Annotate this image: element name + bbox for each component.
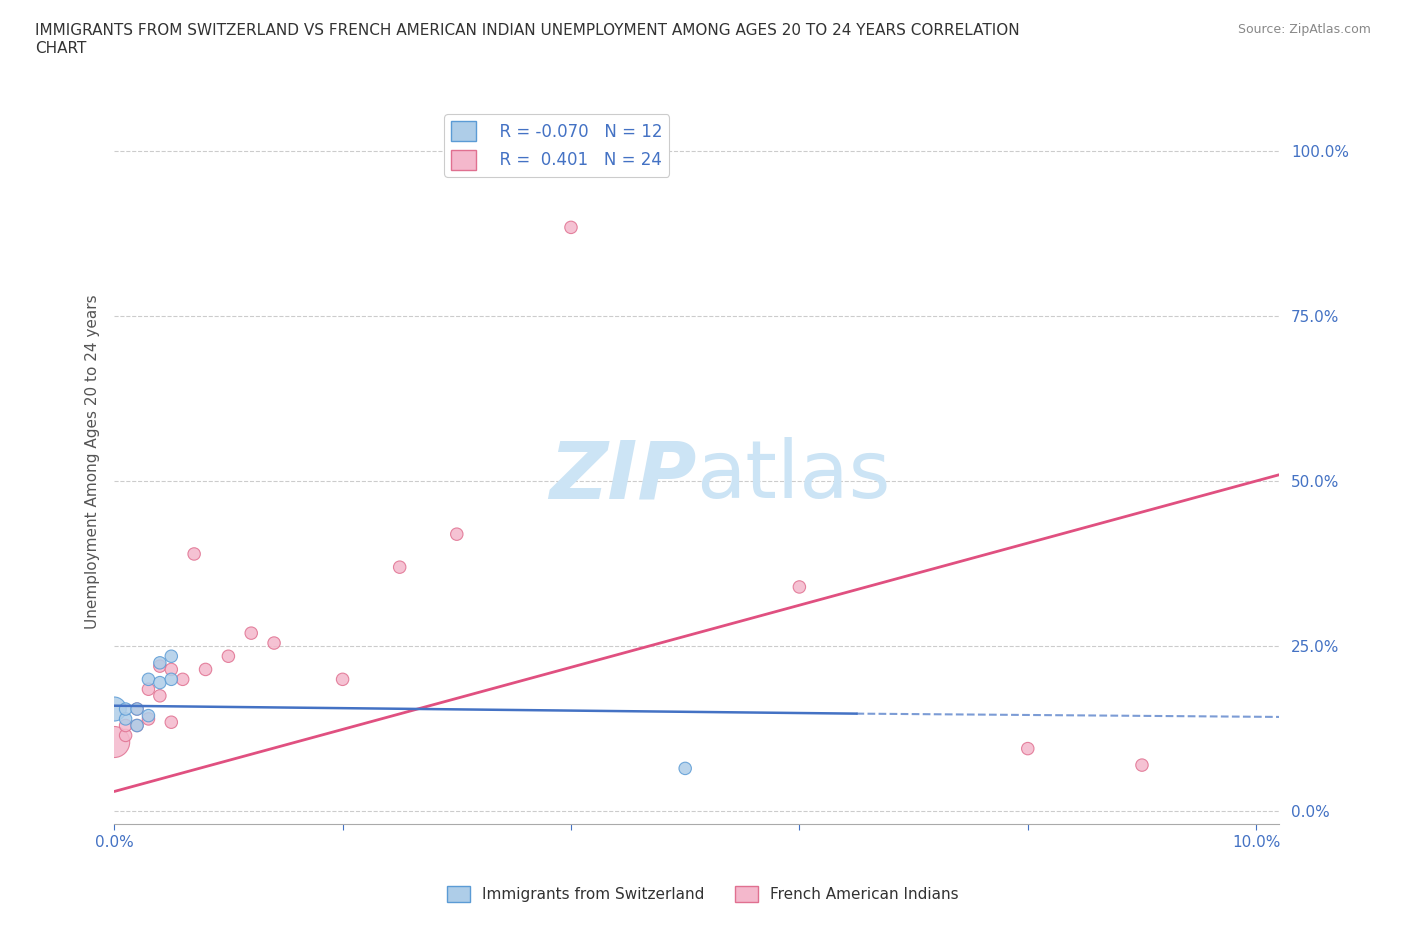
Legend: Immigrants from Switzerland, French American Indians: Immigrants from Switzerland, French Amer… xyxy=(441,880,965,909)
Point xyxy=(172,671,194,686)
Point xyxy=(160,662,183,677)
Point xyxy=(332,671,354,686)
Point xyxy=(149,688,172,703)
Point xyxy=(149,658,172,673)
Text: Source: ZipAtlas.com: Source: ZipAtlas.com xyxy=(1237,23,1371,36)
Point xyxy=(138,682,160,697)
Point xyxy=(114,701,136,716)
Point xyxy=(560,219,582,234)
Point xyxy=(789,579,811,594)
Point xyxy=(1017,741,1039,756)
Point xyxy=(263,635,285,650)
Point xyxy=(114,728,136,743)
Point xyxy=(240,626,263,641)
Point xyxy=(183,547,205,562)
Point xyxy=(388,560,411,575)
Point xyxy=(1130,758,1153,773)
Point xyxy=(138,711,160,726)
Point xyxy=(160,715,183,730)
Point xyxy=(125,701,148,716)
Point xyxy=(125,701,148,716)
Point xyxy=(149,675,172,690)
Point xyxy=(125,718,148,733)
Text: IMMIGRANTS FROM SWITZERLAND VS FRENCH AMERICAN INDIAN UNEMPLOYMENT AMONG AGES 20: IMMIGRANTS FROM SWITZERLAND VS FRENCH AM… xyxy=(35,23,1019,56)
Point xyxy=(103,701,125,716)
Point xyxy=(103,735,125,750)
Point xyxy=(673,761,696,776)
Point xyxy=(138,708,160,723)
Text: ZIP: ZIP xyxy=(550,437,696,515)
Point xyxy=(446,526,468,541)
Point xyxy=(125,718,148,733)
Point xyxy=(114,718,136,733)
Point xyxy=(194,662,217,677)
Legend:   R = -0.070   N = 12,   R =  0.401   N = 24: R = -0.070 N = 12, R = 0.401 N = 24 xyxy=(444,114,669,177)
Point xyxy=(138,671,160,686)
Point xyxy=(217,649,239,664)
Point xyxy=(114,711,136,726)
Point xyxy=(160,649,183,664)
Y-axis label: Unemployment Among Ages 20 to 24 years: Unemployment Among Ages 20 to 24 years xyxy=(86,294,100,629)
Text: atlas: atlas xyxy=(696,437,891,515)
Point xyxy=(149,656,172,671)
Point xyxy=(160,671,183,686)
